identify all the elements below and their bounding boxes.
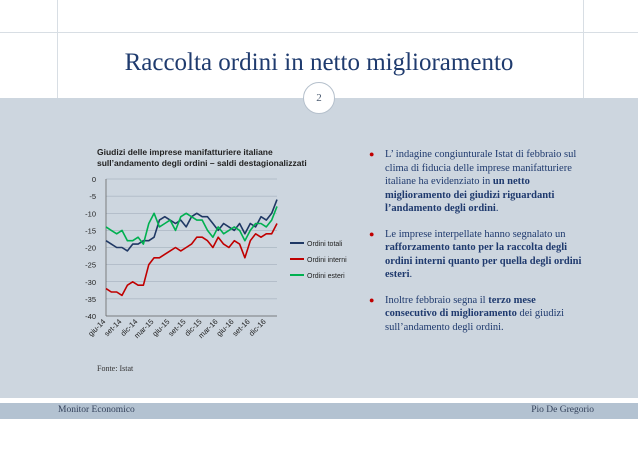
y-tick-label: -30	[85, 278, 96, 287]
y-tick-label: -35	[85, 295, 96, 304]
x-tick-label: set-14	[102, 317, 123, 338]
bullet-item: ● L’ indagine congiunturale Istat di febb…	[367, 148, 587, 216]
y-tick-label: -10	[85, 209, 96, 218]
y-tick-label: 0	[92, 175, 96, 184]
decor-line	[57, 0, 58, 128]
y-tick-label: -40	[85, 312, 96, 321]
bullet-dot-icon: ●	[369, 149, 375, 159]
bullet-text-bold: rafforzamento tanto per la raccolta degl…	[385, 242, 582, 280]
y-tick-label: -5	[89, 192, 96, 201]
bullet-text: Le imprese interpellate hanno segnalato …	[385, 228, 566, 240]
y-tick-label: -25	[85, 261, 96, 270]
chart-source: Fonte: Istat	[97, 364, 134, 373]
series-line	[105, 206, 278, 245]
decor-line	[583, 0, 584, 128]
bullet-text: .	[495, 203, 499, 214]
slide-title: Raccolta ordini in netto miglioramento	[124, 49, 514, 76]
chart-title-line: sull’andamento degli ordini – saldi dest…	[97, 158, 307, 168]
footer-bar	[0, 403, 638, 419]
bullet-item: ● Inoltre febbraio segna il terzo mese co…	[367, 294, 587, 335]
decor-line	[0, 32, 638, 33]
bullet-dot-icon: ●	[369, 294, 375, 305]
chart-title: Giudizi delle imprese manifatturiere ita…	[97, 147, 357, 169]
page-number: 2	[303, 82, 335, 114]
x-tick-label: set-16	[231, 317, 252, 338]
bullet-text: L’ indagine congiunturale Istat di febbr…	[385, 149, 577, 187]
footer-right: Pio De Gregorio	[531, 405, 594, 415]
bullet-text: .	[409, 269, 413, 280]
bullet-text-bold: terzo mese consecutivo di miglioramento	[385, 294, 536, 320]
bullet-text: Inoltre febbraio segna il	[385, 294, 489, 306]
legend-label: Ordini totali	[307, 241, 343, 248]
bullet-text: dei giudizi sull’andamento degli ordini.	[385, 308, 565, 333]
y-tick-label: -15	[85, 226, 96, 235]
legend-label: Ordini interni	[307, 257, 347, 264]
chart-title-line: Giudizi delle imprese manifatturiere ita…	[97, 147, 273, 157]
x-tick-label: dic-16	[247, 317, 268, 338]
x-tick-label: set-15	[166, 317, 187, 338]
footer-left: Monitor Economico	[58, 405, 135, 415]
bullet-dot-icon: ●	[369, 228, 375, 239]
bullet-item: ● Le imprese interpellate hanno segnalato…	[367, 228, 587, 282]
bullet-text-bold: un netto miglioramento dei giudizi rigua…	[385, 176, 555, 214]
bullet-list: ● L’ indagine congiunturale Istat di febb…	[367, 148, 587, 346]
y-tick-label: -20	[85, 244, 96, 253]
series-line	[105, 223, 278, 297]
legend-label: Ordini esteri	[307, 273, 345, 280]
